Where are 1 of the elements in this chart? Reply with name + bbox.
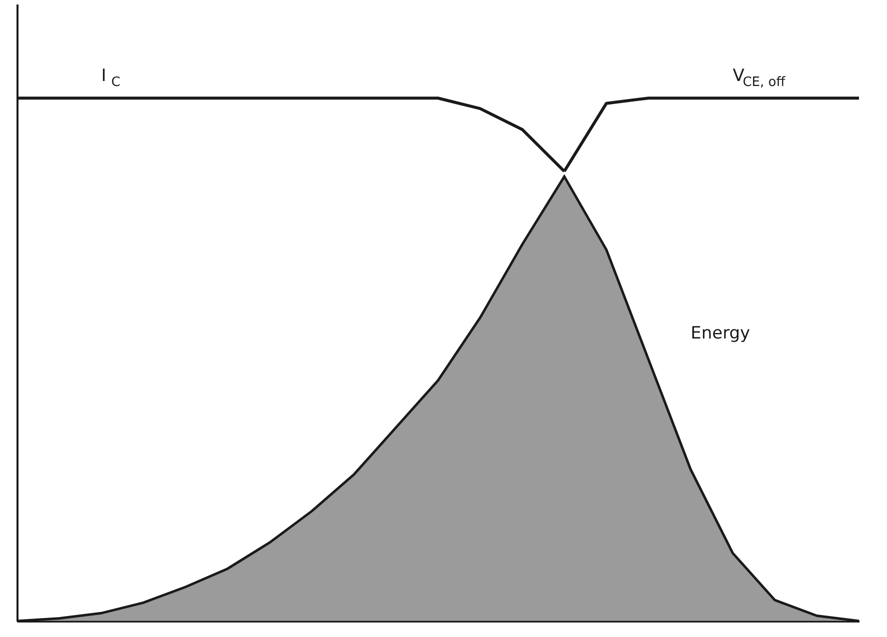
text: Energy <box>690 323 750 344</box>
